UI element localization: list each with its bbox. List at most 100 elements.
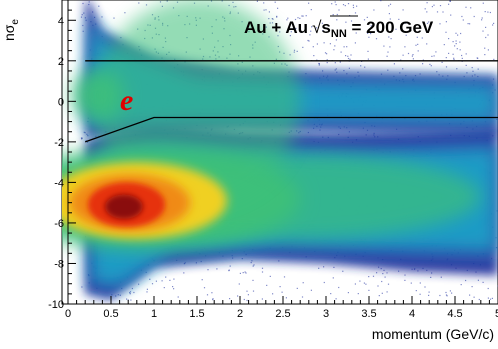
noise-dot	[473, 15, 475, 18]
noise-dot	[252, 290, 255, 292]
noise-dot	[83, 12, 85, 14]
noise-dot	[335, 68, 337, 70]
noise-dot	[334, 62, 336, 64]
noise-dot	[82, 30, 84, 32]
y-axis-title-main: nσ	[1, 24, 17, 41]
noise-dot	[296, 50, 298, 52]
noise-dot	[457, 34, 459, 36]
noise-dot	[334, 69, 336, 71]
noise-dot	[416, 31, 418, 33]
noise-dot	[370, 33, 372, 35]
noise-dot	[323, 42, 325, 44]
noise-dot	[352, 4, 354, 6]
noise-dot	[445, 294, 448, 296]
lower-cut-line	[84, 116, 498, 143]
noise-dot	[345, 21, 347, 23]
y-tick-label: -10	[48, 299, 64, 311]
noise-dot	[318, 267, 320, 269]
noise-dot	[431, 6, 433, 8]
noise-dot	[312, 46, 314, 48]
noise-dot	[302, 46, 304, 48]
noise-dot	[426, 11, 428, 13]
noise-dot	[252, 279, 254, 281]
noise-dot	[310, 289, 312, 291]
noise-dot	[151, 283, 154, 285]
noise-dot	[487, 34, 489, 36]
noise-dot	[412, 58, 414, 60]
noise-dot	[146, 291, 148, 293]
noise-dot	[386, 272, 388, 274]
noise-dot	[173, 278, 175, 280]
noise-dot	[301, 296, 304, 298]
noise-dot	[117, 294, 119, 296]
noise-dot	[471, 67, 473, 69]
noise-dot	[149, 278, 151, 280]
noise-dot	[387, 51, 389, 53]
y-tick-label: -6	[54, 218, 64, 230]
noise-dot	[493, 22, 495, 24]
noise-dot	[81, 14, 83, 16]
noise-dot	[82, 2, 84, 5]
noise-dot	[244, 271, 246, 273]
noise-dot	[452, 53, 454, 55]
x-tick-label: 2	[237, 308, 243, 320]
noise-dot	[302, 282, 304, 284]
noise-dot	[388, 5, 390, 7]
noise-dot	[346, 46, 348, 48]
heatmap-density	[62, 0, 498, 302]
noise-dot	[467, 23, 469, 25]
noise-dot	[433, 55, 435, 57]
noise-dot	[433, 4, 435, 6]
noise-dot	[389, 3, 392, 5]
noise-dot	[428, 291, 430, 293]
noise-dot	[456, 68, 458, 70]
noise-dot	[482, 281, 484, 283]
noise-dot	[165, 276, 167, 278]
noise-dot	[216, 268, 218, 270]
noise-dot	[173, 288, 175, 290]
noise-dot	[279, 31, 281, 33]
noise-dot	[449, 290, 451, 292]
noise-dot	[405, 34, 407, 36]
noise-dot	[82, 24, 84, 27]
noise-dot	[430, 65, 432, 67]
noise-dot	[459, 49, 461, 51]
noise-dot	[355, 32, 357, 34]
noise-dot	[159, 1, 162, 3]
noise-dot	[261, 298, 263, 300]
noise-dot	[383, 45, 385, 47]
noise-dot	[455, 43, 457, 45]
noise-dot	[285, 297, 287, 299]
noise-dot	[455, 32, 457, 34]
noise-dot	[376, 30, 379, 32]
noise-dot	[426, 2, 428, 4]
svg-text:nσe: nσe	[1, 19, 21, 41]
noise-dot	[436, 71, 438, 73]
noise-dot	[465, 64, 467, 66]
noise-dot	[290, 31, 292, 33]
noise-dot	[484, 47, 486, 49]
noise-dot	[478, 298, 480, 301]
y-axis-title: nσe	[1, 19, 21, 41]
noise-dot	[293, 51, 295, 53]
noise-dot	[367, 50, 369, 52]
noise-dot	[297, 17, 299, 19]
noise-dot	[323, 281, 325, 284]
noise-dot	[296, 287, 298, 289]
noise-dot	[334, 45, 336, 47]
noise-dot	[129, 291, 132, 293]
noise-dot	[481, 17, 483, 19]
noise-dot	[339, 61, 341, 63]
noise-dot	[435, 51, 437, 53]
noise-dot	[410, 282, 412, 284]
noise-dot	[357, 293, 359, 295]
noise-dot	[469, 23, 471, 25]
noise-dot	[253, 264, 255, 266]
noise-dot	[462, 19, 464, 21]
sqrt-symbol: √	[312, 18, 322, 37]
noise-dot	[363, 19, 366, 21]
noise-dot	[426, 22, 429, 24]
noise-dot	[256, 0, 258, 2]
noise-dot	[336, 19, 338, 21]
noise-dot	[349, 58, 351, 60]
